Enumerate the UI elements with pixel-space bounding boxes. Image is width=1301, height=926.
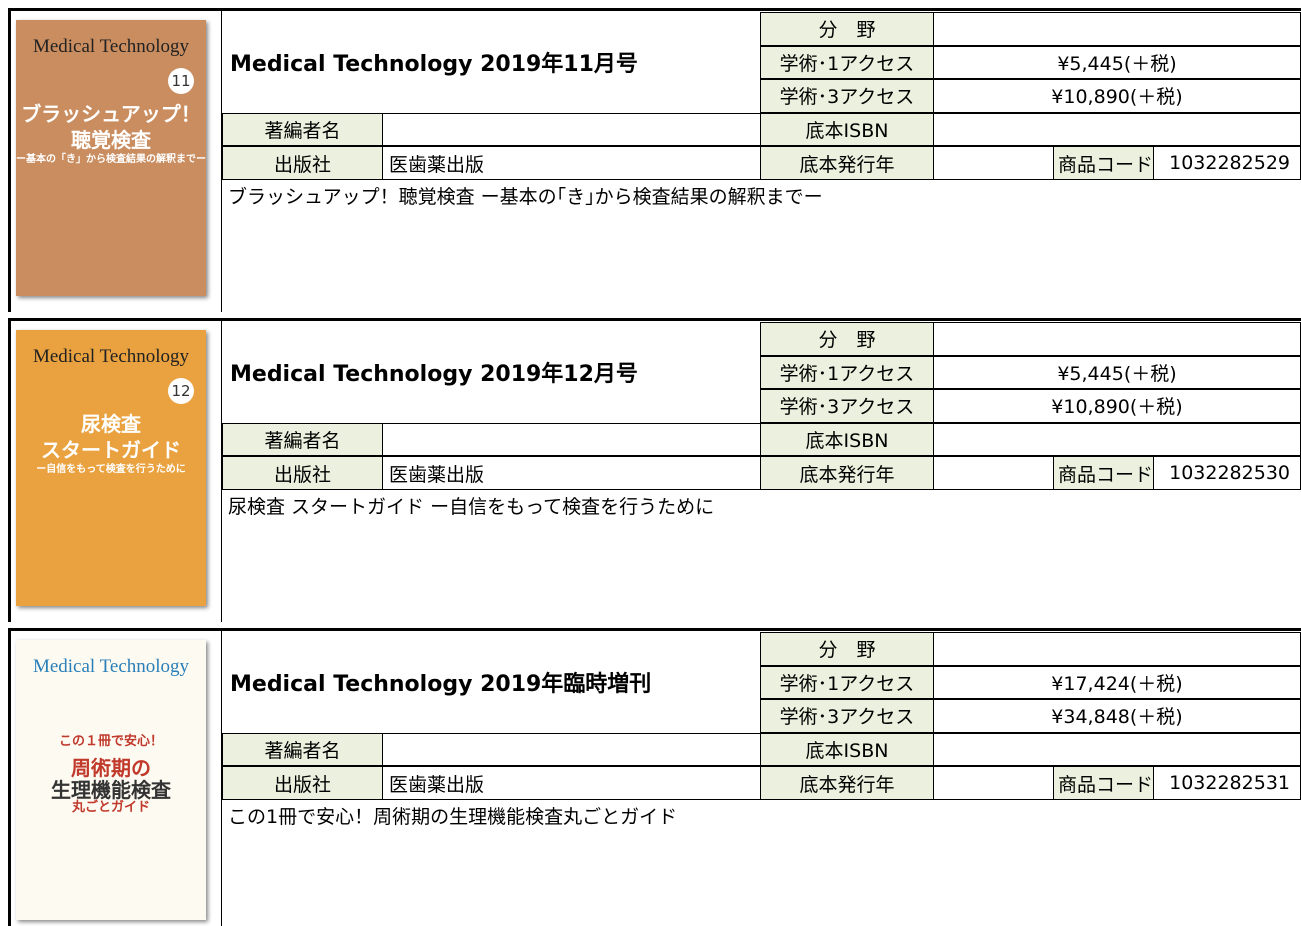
cover-title-line: ブラッシュアップ！: [21, 102, 201, 126]
code-label: 商品コード: [1053, 146, 1154, 180]
cover-title-line: 尿検査: [81, 412, 141, 436]
cover-number: 11: [168, 68, 194, 94]
row-value: [933, 322, 1301, 356]
row-label: 学術･1アクセス: [760, 45, 934, 80]
year-value: [933, 146, 1054, 180]
row-label: 学術･1アクセス: [760, 355, 934, 390]
row-label: 分 野: [760, 12, 934, 46]
product-title: Medical Technology 2019年11月号: [230, 52, 638, 78]
code-value: 1032282529: [1153, 146, 1301, 180]
product-title: Medical Technology 2019年12月号: [230, 362, 638, 388]
cover-title-line: この１冊で安心！: [58, 734, 163, 749]
row-value: ¥10,890(＋税): [933, 79, 1301, 113]
row-label: 分 野: [760, 322, 934, 356]
description: 尿検査 スタートガイド ー自信をもって検査を行うために: [228, 496, 715, 518]
block-border-left: [8, 318, 11, 622]
code-value: 1032282530: [1153, 456, 1301, 490]
publisher-value: 医歯薬出版: [382, 456, 761, 490]
product-title: Medical Technology 2019年臨時増刊: [230, 672, 652, 698]
row-value: [933, 632, 1301, 666]
row-label: 学術･3アクセス: [760, 699, 934, 733]
description: この1冊で安心！周術期の生理機能検査丸ごとガイド: [228, 806, 678, 828]
row-label: 底本ISBN: [760, 112, 934, 147]
row-label: 底本発行年: [760, 456, 934, 490]
row-value: [933, 12, 1301, 46]
cover-cell-border: [221, 318, 222, 622]
row-label: 底本発行年: [760, 146, 934, 180]
cover-cell-border: [221, 628, 222, 926]
cover-image: Medical Technology 11 ブラッシュアップ！ 聴覚検査ー基本の「き」…: [16, 20, 206, 296]
author-label: 著編者名: [222, 112, 383, 147]
block-border-top: [8, 318, 1301, 321]
block-border-left: [8, 628, 11, 926]
row-value: ¥5,445(＋税): [933, 355, 1301, 390]
cover-brand: Medical Technology: [32, 656, 190, 677]
cover-brand: Medical Technology: [32, 346, 190, 367]
row-label: 底本ISBN: [760, 732, 934, 767]
cover-title-line: 聴覚検査: [71, 128, 151, 152]
cover-title-line: スタートガイド: [41, 438, 181, 462]
row-label: 学術･3アクセス: [760, 79, 934, 113]
row-label: 学術･1アクセス: [760, 665, 934, 700]
row-value: ¥34,848(＋税): [933, 699, 1301, 733]
description: ブラッシュアップ！聴覚検査 ー基本の｢き｣から検査結果の解釈までー: [228, 186, 823, 208]
row-label: 底本発行年: [760, 766, 934, 800]
publisher-label: 出版社: [222, 146, 383, 180]
publisher-label: 出版社: [222, 456, 383, 490]
author-value: [382, 422, 761, 457]
cover-brand: Medical Technology: [32, 36, 190, 57]
cover-title-line: ー自信をもって検査を行うために: [36, 464, 186, 475]
block-border-top: [8, 628, 1301, 631]
code-label: 商品コード: [1053, 456, 1154, 490]
author-label: 著編者名: [222, 732, 383, 767]
row-label: 学術･3アクセス: [760, 389, 934, 423]
cover-title-line: ー基本の「き」から検査結果の解釈までー: [16, 154, 206, 165]
cover-title-line: 丸ごとガイド: [71, 800, 150, 815]
row-value: ¥10,890(＋税): [933, 389, 1301, 423]
publisher-value: 医歯薬出版: [382, 766, 761, 800]
row-value: ¥5,445(＋税): [933, 45, 1301, 80]
author-label: 著編者名: [222, 422, 383, 457]
year-value: [933, 456, 1054, 490]
row-label: 分 野: [760, 632, 934, 666]
cover-image: Medical Technology 12 尿検査 スタートガイドー自信をもって検査を…: [16, 330, 206, 606]
year-value: [933, 766, 1054, 800]
row-label: 底本ISBN: [760, 422, 934, 457]
row-value: [933, 732, 1301, 767]
code-label: 商品コード: [1053, 766, 1154, 800]
block-border-top: [8, 8, 1301, 11]
cover-number: 12: [168, 378, 194, 404]
code-value: 1032282531: [1153, 766, 1301, 800]
cover-cell-border: [221, 8, 222, 312]
author-value: [382, 732, 761, 767]
cover-title-line: 周術期の: [71, 756, 151, 780]
publisher-value: 医歯薬出版: [382, 146, 761, 180]
publisher-label: 出版社: [222, 766, 383, 800]
row-value: [933, 422, 1301, 457]
cover-title-line: 生理機能検査: [51, 778, 171, 802]
cover-image: Medical Technology この１冊で安心！ 周術期の 生理機能検査 丸ごとガ…: [16, 640, 206, 920]
row-value: ¥17,424(＋税): [933, 665, 1301, 700]
author-value: [382, 112, 761, 147]
row-value: [933, 112, 1301, 147]
block-border-left: [8, 8, 11, 312]
